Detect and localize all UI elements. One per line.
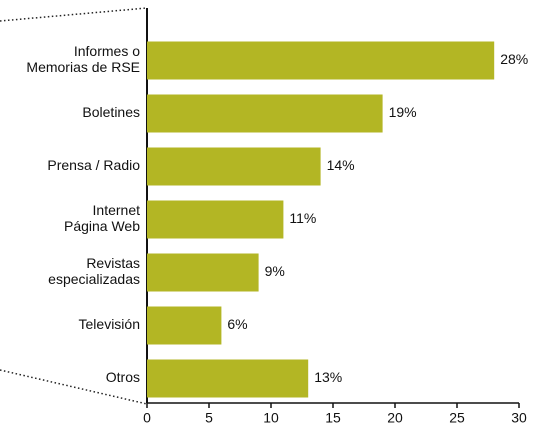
- y-tick-label: Televisión: [79, 316, 140, 332]
- y-tick-label: especializadas: [48, 271, 140, 287]
- bar: [147, 253, 259, 292]
- y-tick-label: Revistas: [86, 255, 140, 271]
- x-tick-label: 15: [325, 410, 341, 426]
- x-tick-label: 20: [387, 410, 403, 426]
- y-tick-label: Internet: [93, 202, 141, 218]
- bar: [147, 41, 495, 80]
- bar: [147, 200, 284, 239]
- value-label: 9%: [265, 263, 285, 279]
- x-tick-label: 10: [263, 410, 279, 426]
- bar: [147, 94, 383, 133]
- decor-dotted-line: [0, 7, 148, 22]
- value-label: 19%: [389, 104, 417, 120]
- y-tick-label: Memorias de RSE: [26, 59, 140, 75]
- value-label: 14%: [327, 157, 355, 173]
- value-label: 28%: [500, 51, 528, 67]
- bar: [147, 359, 309, 398]
- y-tick-label: Otros: [106, 369, 140, 385]
- x-tick-label: 0: [143, 410, 151, 426]
- value-label: 11%: [289, 210, 316, 226]
- value-label: 6%: [227, 316, 247, 332]
- x-tick-label: 25: [449, 410, 465, 426]
- y-tick-label: Prensa / Radio: [47, 157, 140, 173]
- decor-dotted-line: [0, 369, 148, 405]
- x-tick-label: 30: [511, 410, 527, 426]
- y-tick-label: Informes o: [74, 43, 140, 59]
- value-label: 13%: [314, 369, 342, 385]
- bar: [147, 306, 222, 345]
- y-tick-label: Página Web: [64, 218, 140, 234]
- bar: [147, 147, 321, 186]
- y-tick-label: Boletines: [82, 104, 140, 120]
- x-tick-label: 5: [205, 410, 213, 426]
